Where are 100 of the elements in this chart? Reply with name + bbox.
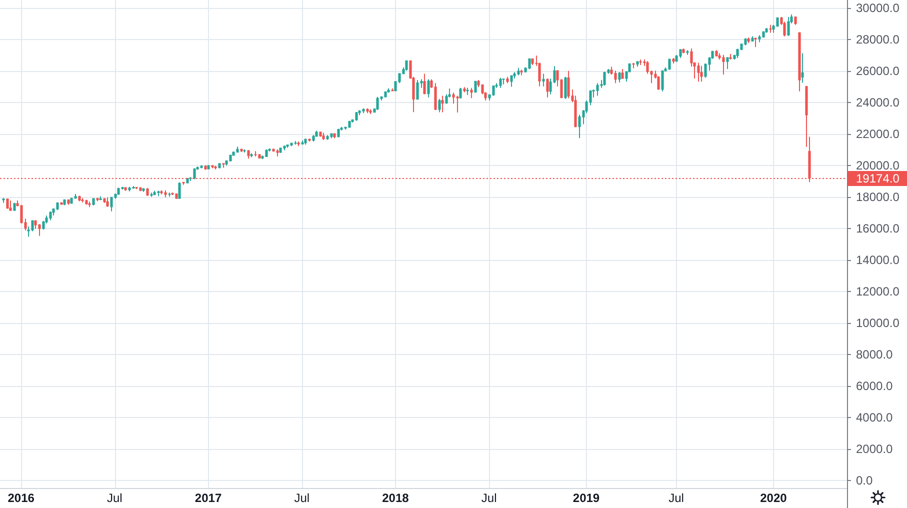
candlestick	[153, 190, 156, 196]
candlestick	[182, 181, 185, 186]
candlestick	[682, 48, 685, 54]
candlestick	[434, 82, 437, 110]
candlestick	[265, 148, 268, 158]
candlestick	[186, 178, 189, 184]
candlestick	[236, 146, 239, 153]
candlestick	[517, 67, 520, 76]
candlestick	[200, 164, 203, 169]
candlestick	[416, 80, 419, 100]
candlestick	[88, 201, 91, 208]
candlestick	[456, 95, 459, 113]
y-tick-label: 12000.0	[856, 284, 900, 298]
candlestick	[110, 196, 113, 212]
candlestick	[499, 77, 502, 88]
candlestick	[193, 168, 196, 180]
candlestick	[564, 76, 567, 100]
y-tick-label: 28000.0	[856, 32, 900, 46]
candlestick	[99, 196, 102, 201]
candlestick	[427, 78, 430, 98]
candlestick	[222, 162, 225, 168]
candlestick	[700, 65, 703, 82]
candlestick	[330, 133, 333, 139]
candlestick	[441, 95, 444, 113]
candlestick	[6, 198, 9, 210]
candlestick	[754, 37, 757, 48]
candlestick	[146, 188, 149, 196]
candlestick	[322, 132, 325, 140]
x-tick-label: 2020	[760, 491, 788, 505]
candlestick	[315, 130, 318, 138]
candlestick	[272, 148, 275, 152]
candlestick	[301, 140, 304, 146]
candlestick	[459, 87, 462, 99]
candlestick	[470, 87, 473, 99]
candlestick	[286, 144, 289, 148]
x-tick-label: Jul	[481, 491, 497, 505]
candlestick	[9, 200, 12, 211]
candlestick	[49, 211, 52, 221]
candlestick	[70, 197, 73, 204]
candlestick	[13, 202, 16, 211]
x-tick-label: Jul	[107, 491, 122, 505]
candlestick	[801, 52, 804, 84]
y-tick-label: 0.0	[856, 473, 874, 488]
candlestick	[240, 148, 243, 153]
candlestick	[679, 48, 682, 58]
candlestick	[729, 54, 732, 60]
candlestick	[128, 186, 131, 192]
candlestick	[697, 62, 700, 82]
candlestick	[117, 187, 120, 195]
candlestick	[405, 60, 408, 72]
x-tick-label: Jul	[294, 491, 310, 505]
candlestick	[722, 54, 725, 76]
candlestick	[85, 199, 88, 205]
candlestick	[639, 59, 642, 66]
candlestick	[668, 58, 671, 70]
candlestick	[614, 70, 617, 84]
candlestick	[578, 114, 581, 139]
ref-line-label: 19174.0	[856, 172, 900, 186]
candlestick	[438, 98, 441, 113]
candlestick	[423, 73, 426, 95]
candlestick	[506, 76, 509, 84]
candlestick	[319, 131, 322, 138]
candlestick	[63, 199, 66, 206]
candlestick	[366, 108, 369, 114]
candlestick	[150, 192, 153, 198]
candlestick	[751, 36, 754, 42]
x-tick-label: 2016	[8, 491, 35, 505]
x-tick-label: 2017	[194, 491, 222, 505]
candlestick	[211, 164, 214, 169]
candlestick	[528, 58, 531, 70]
candlestick	[596, 82, 599, 96]
candlestick	[78, 195, 81, 202]
candlestick	[348, 120, 351, 128]
candlestick	[567, 70, 570, 99]
candlestick	[618, 72, 621, 83]
candlestick	[661, 70, 664, 92]
candlestick	[308, 138, 311, 142]
candlestick	[466, 87, 469, 96]
y-tick-label: 26000.0	[856, 64, 900, 78]
candlestick	[787, 16, 790, 36]
candlestick	[164, 190, 167, 198]
candlestick	[157, 190, 160, 197]
y-tick-label: 4000.0	[856, 410, 894, 424]
candlestick	[247, 150, 250, 160]
candlestick	[243, 148, 246, 153]
candlestick	[794, 16, 797, 26]
candlestick	[160, 190, 163, 195]
candlestick	[283, 145, 286, 151]
candlestick	[762, 30, 765, 38]
candlestick	[726, 56, 729, 70]
candlestick	[765, 28, 768, 34]
candlestick	[168, 192, 171, 198]
candlestick	[297, 140, 300, 147]
candlestick	[250, 152, 253, 158]
candlestick	[290, 142, 293, 147]
candlestick	[362, 108, 365, 114]
candlestick	[387, 88, 390, 94]
candlestick	[502, 78, 505, 85]
candlestick	[218, 162, 221, 169]
y-tick-label: 8000.0	[856, 347, 894, 362]
